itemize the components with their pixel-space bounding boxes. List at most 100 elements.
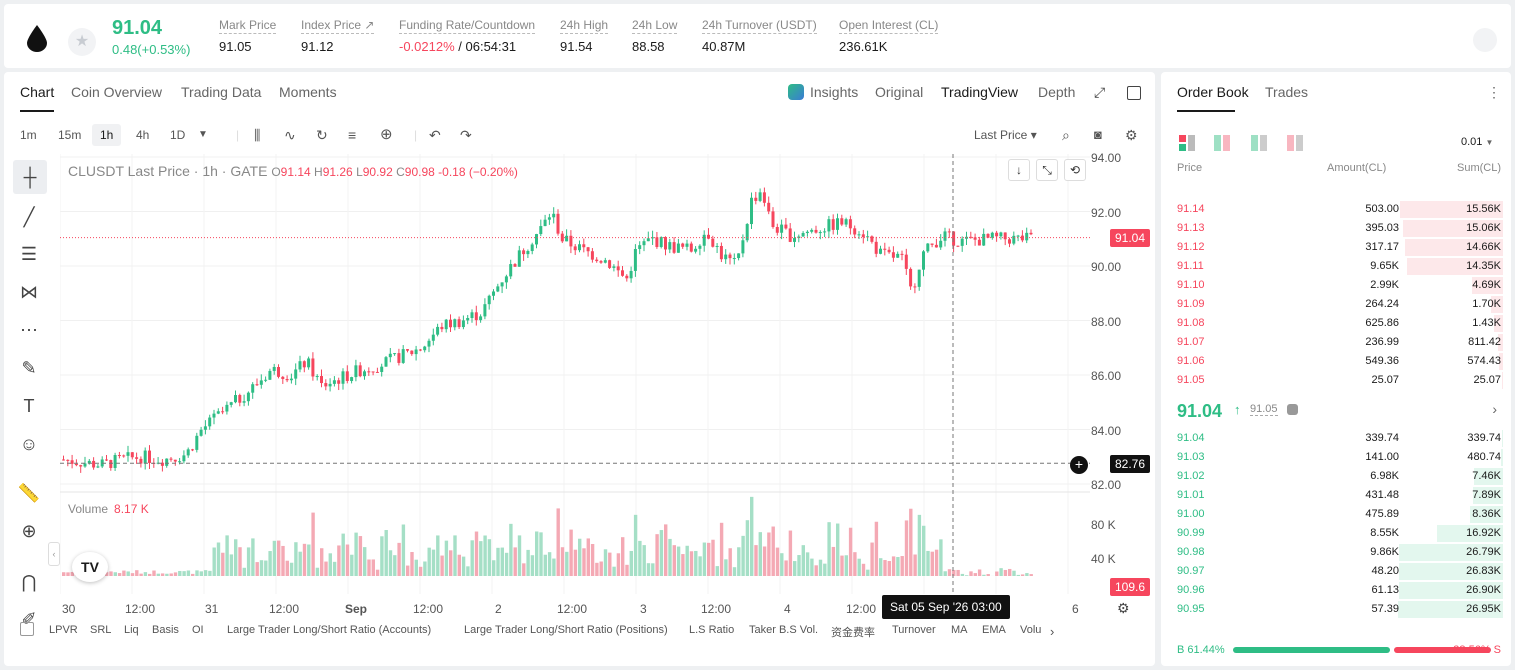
guide-book-icon[interactable]: [1473, 28, 1497, 52]
ruler-tool-icon[interactable]: 📏: [17, 483, 41, 503]
interval-4h[interactable]: 4h: [136, 128, 150, 142]
trendline-tool-icon[interactable]: ╱: [23, 207, 35, 227]
crosshair-tool-icon[interactable]: ┼: [13, 160, 47, 194]
bid-row[interactable]: 91.03 141.00 480.74: [1169, 448, 1503, 467]
tab-chart[interactable]: Chart: [20, 84, 55, 112]
settings-gear-icon[interactable]: ⚙: [1125, 127, 1138, 143]
indicator-basis[interactable]: Basis: [152, 624, 179, 636]
interval-dropdown-icon[interactable]: ▼: [198, 129, 208, 140]
pencil-lock-icon[interactable]: ✐: [21, 609, 37, 629]
tab-original[interactable]: Original: [875, 84, 924, 100]
bid-row[interactable]: 90.96 61.13 26.90K: [1169, 581, 1503, 600]
indicator-liq[interactable]: Liq: [124, 624, 139, 636]
collapse-toolbar-button[interactable]: ‹: [48, 542, 60, 566]
fib-tool-icon[interactable]: ⋯: [20, 320, 38, 340]
ask-row[interactable]: 91.08 625.86 1.43K: [1169, 314, 1503, 333]
fullscreen-icon[interactable]: [1127, 86, 1141, 100]
tab-moments[interactable]: Moments: [279, 84, 337, 100]
text-tool-icon[interactable]: T: [23, 396, 35, 416]
price-axis[interactable]: 94.00 92.00 90.00 88.00 86.00 84.00 82.0…: [1091, 151, 1151, 594]
ask-row[interactable]: 91.10 2.99K 4.69K: [1169, 276, 1503, 295]
add-alert-icon[interactable]: ⊕: [380, 126, 393, 143]
bid-row[interactable]: 90.95 57.39 26.95K: [1169, 600, 1503, 619]
zoom-tool-icon[interactable]: ⊕: [21, 521, 37, 541]
collapse-icon[interactable]: ⤡: [1036, 159, 1058, 181]
last-price-select[interactable]: Last Price ▾: [974, 128, 1037, 142]
order-amount: 25.07: [1371, 374, 1399, 386]
precision-select[interactable]: 0.01 ▼: [1461, 136, 1494, 148]
indicator-volume[interactable]: Volu: [1020, 624, 1042, 636]
camera-icon[interactable]: ◙: [1094, 127, 1102, 142]
magnet-tool-icon[interactable]: ⋂: [21, 572, 37, 592]
indicator-scroll-right-icon[interactable]: ›: [1050, 624, 1055, 639]
layout-both-icon[interactable]: [1179, 135, 1195, 156]
ask-row[interactable]: 91.07 236.99 811.42: [1169, 333, 1503, 352]
tab-depth[interactable]: Depth: [1038, 84, 1076, 100]
ask-row[interactable]: 91.14 503.00 15.56K: [1169, 200, 1503, 219]
stat-index-price[interactable]: Index Price ↗ 91.12: [301, 18, 375, 54]
interval-1m[interactable]: 1m: [20, 128, 37, 142]
expand-icon[interactable]: ⤢: [1094, 84, 1106, 100]
volume-bar: [560, 547, 565, 576]
reset-view-icon[interactable]: ⟲: [1064, 159, 1086, 181]
chevron-right-icon[interactable]: ›: [1492, 401, 1497, 417]
bid-row[interactable]: 90.98 9.86K 26.79K: [1169, 543, 1503, 562]
scroll-down-icon[interactable]: ↓: [1008, 159, 1030, 181]
horizontal-lines-tool-icon[interactable]: ☰: [20, 244, 38, 264]
indicator-taker-vol[interactable]: Taker B.S Vol.: [749, 624, 819, 636]
indicator-large-trader-accounts[interactable]: Large Trader Long/Short Ratio (Accounts): [227, 624, 432, 636]
indicator-srl[interactable]: SRL: [90, 624, 112, 636]
ask-row[interactable]: 91.12 317.17 14.66K: [1169, 238, 1503, 257]
candlestick-chart[interactable]: [60, 154, 1094, 594]
crosshair-time-tag: Sat 05 Sep '26 03:00: [882, 595, 1010, 619]
indicator-oi[interactable]: OI: [192, 624, 204, 636]
pattern-tool-icon[interactable]: ⋈: [20, 282, 38, 302]
tab-insights[interactable]: Insights: [810, 84, 859, 100]
interval-1h[interactable]: 1h: [92, 124, 122, 146]
add-order-icon[interactable]: +: [1070, 456, 1088, 474]
indicator-funding-rate[interactable]: 资金费率: [831, 627, 875, 639]
tab-order-book[interactable]: Order Book: [1177, 84, 1249, 100]
chart-settings-icon[interactable]: ⚙: [1117, 600, 1130, 616]
search-icon[interactable]: ⌕: [1062, 127, 1070, 143]
bid-row[interactable]: 91.02 6.98K 7.46K: [1169, 467, 1503, 486]
brush-tool-icon[interactable]: ✎: [21, 358, 37, 378]
candle-body: [616, 266, 620, 271]
indicator-ema[interactable]: EMA: [982, 624, 1006, 636]
bid-row[interactable]: 91.00 475.89 8.36K: [1169, 505, 1503, 524]
compare-icon[interactable]: ↻: [316, 127, 328, 143]
interval-15m[interactable]: 15m: [58, 128, 82, 142]
tab-coin-overview[interactable]: Coin Overview: [71, 84, 163, 100]
favorite-star-icon[interactable]: ★: [68, 28, 96, 56]
bid-row[interactable]: 90.99 8.55K 16.92K: [1169, 524, 1503, 543]
bid-row[interactable]: 91.04 339.74 339.74: [1169, 429, 1503, 448]
templates-icon[interactable]: ≡: [348, 127, 357, 143]
indicator-menu-icon[interactable]: [20, 622, 34, 636]
tab-tradingview[interactable]: TradingView: [941, 84, 1019, 100]
tab-trades[interactable]: Trades: [1265, 84, 1309, 100]
indicator-ls-ratio[interactable]: L.S Ratio: [689, 624, 735, 636]
tab-trading-data[interactable]: Trading Data: [181, 84, 262, 100]
indicator-large-trader-positions[interactable]: Large Trader Long/Short Ratio (Positions…: [464, 624, 668, 636]
bid-row[interactable]: 91.01 431.48 7.89K: [1169, 486, 1503, 505]
ask-row[interactable]: 91.09 264.24 1.70K: [1169, 295, 1503, 314]
ask-row[interactable]: 91.13 395.03 15.06K: [1169, 219, 1503, 238]
ask-row[interactable]: 91.11 9.65K 14.35K: [1169, 257, 1503, 276]
layout-asks-icon[interactable]: [1287, 135, 1303, 156]
redo-icon[interactable]: ↷: [460, 127, 472, 143]
bid-row[interactable]: 90.97 48.20 26.83K: [1169, 562, 1503, 581]
more-options-icon[interactable]: ⋮: [1487, 84, 1501, 100]
ask-row[interactable]: 91.06 549.36 574.43: [1169, 352, 1503, 371]
candle-body: [814, 229, 818, 233]
indicator-ma[interactable]: MA: [951, 624, 968, 636]
indicator-lpvr[interactable]: LPVR: [49, 624, 78, 636]
indicators-icon[interactable]: ∿: [284, 127, 296, 143]
interval-1d[interactable]: 1D: [170, 128, 186, 142]
undo-icon[interactable]: ↶: [429, 127, 441, 143]
candle-type-icon[interactable]: ⫼: [254, 127, 261, 143]
layout-bids-icon[interactable]: [1251, 135, 1267, 156]
ask-row[interactable]: 91.05 25.07 25.07: [1169, 371, 1503, 390]
emoji-tool-icon[interactable]: ☺: [19, 434, 39, 454]
indicator-turnover[interactable]: Turnover: [892, 624, 936, 636]
layout-both-alt-icon[interactable]: [1214, 135, 1230, 156]
